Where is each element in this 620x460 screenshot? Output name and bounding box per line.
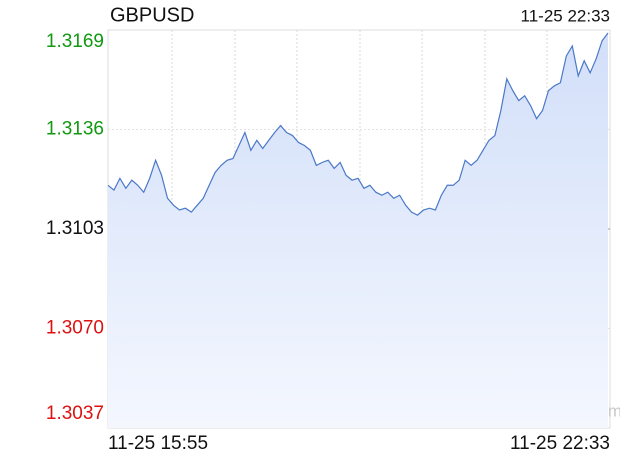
y-tick-label: 1.3070 [46,318,104,339]
y-tick-label: 1.3136 [46,119,104,140]
price-line [107,32,609,216]
area-fill [108,33,608,429]
x-tick-label: 11-25 15:55 [108,433,208,454]
chart-title: GBPUSD [110,4,194,26]
x-tick-label: 11-25 22:33 [510,433,610,454]
y-tick-label: 1.3103 [46,218,104,239]
y-tick-label: 1.3169 [46,31,104,52]
y-tick-label: 1.3037 [46,403,104,424]
timestamp: 11-25 22:33 [521,6,610,25]
